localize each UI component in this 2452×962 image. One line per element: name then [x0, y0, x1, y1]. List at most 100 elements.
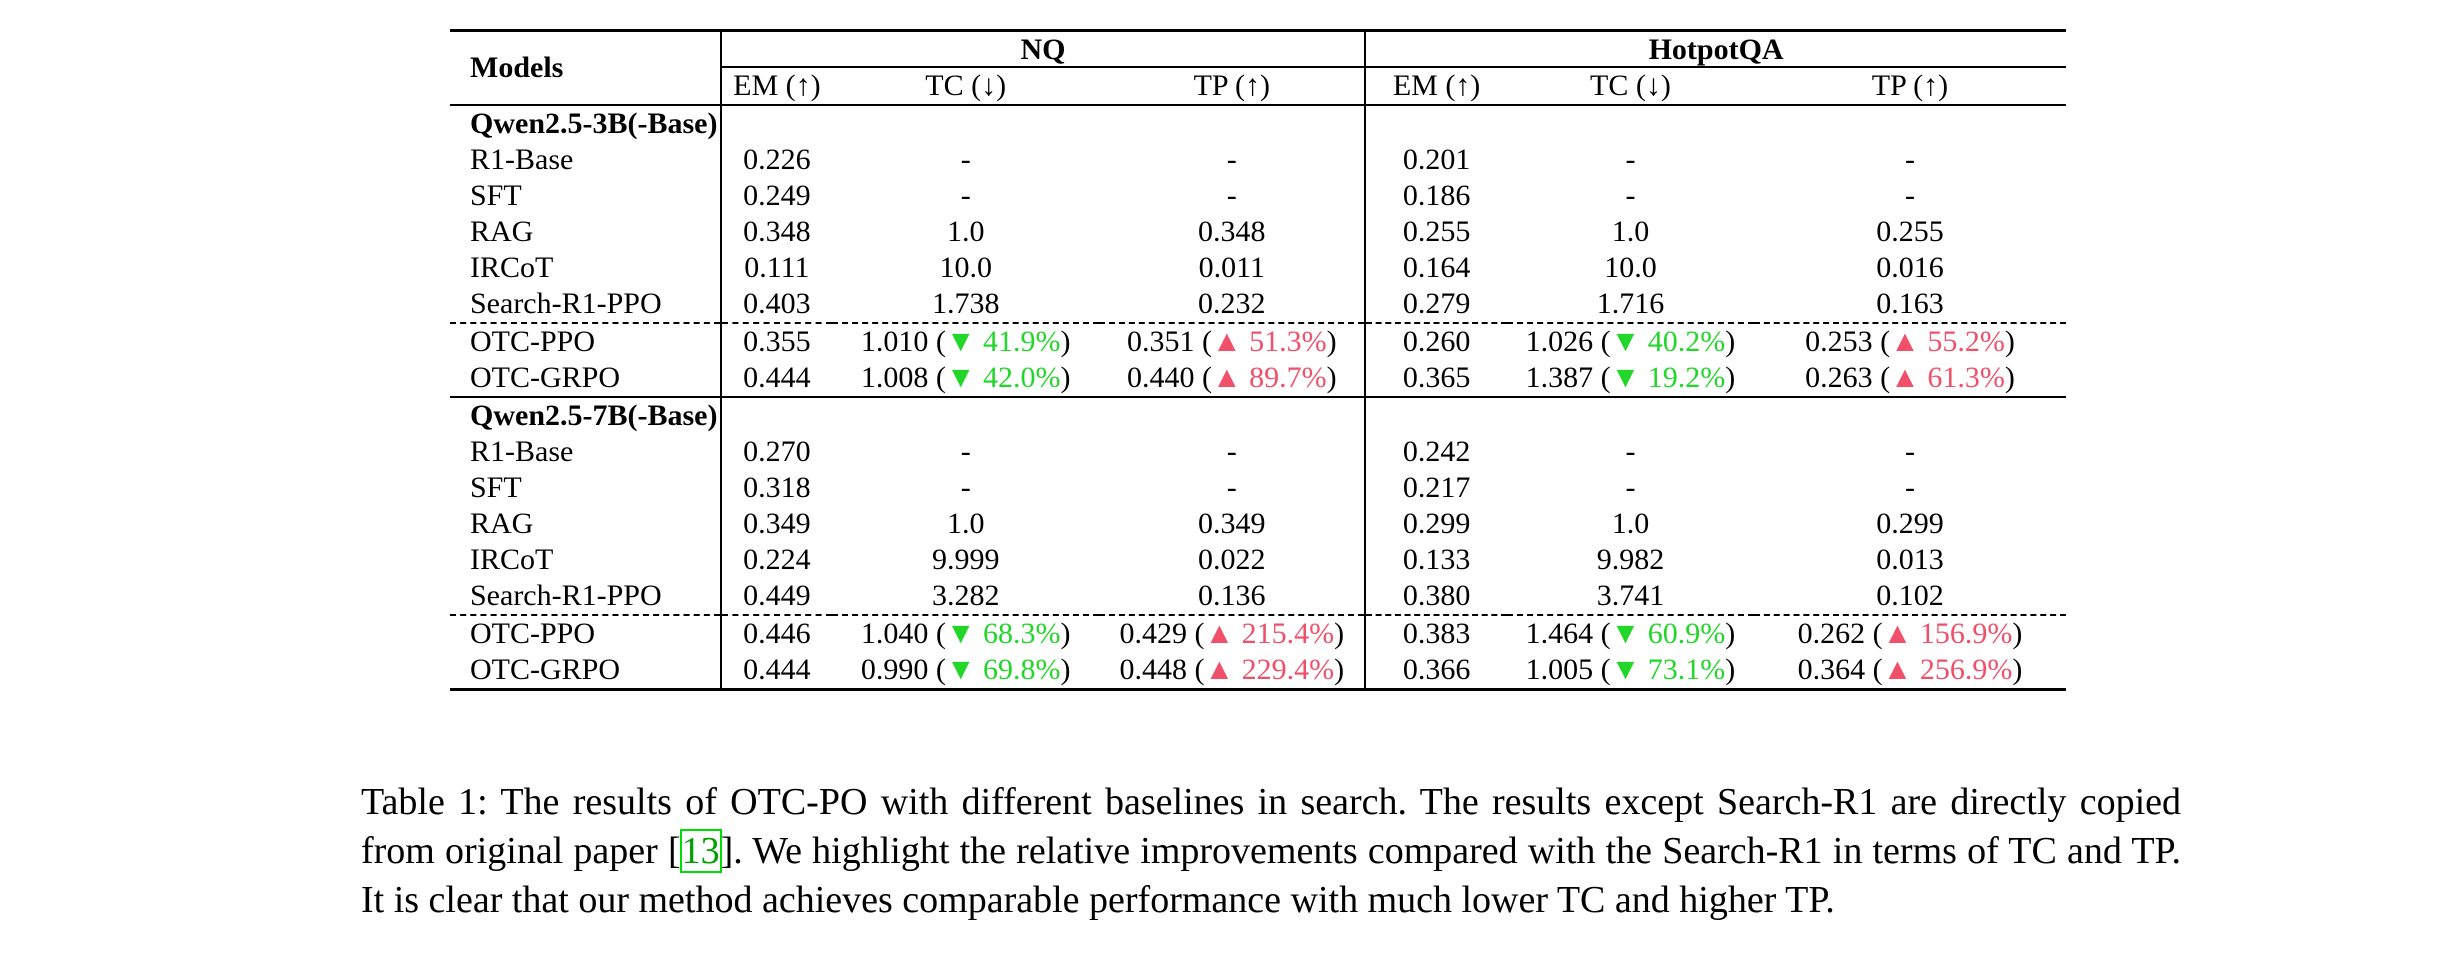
cell-tc-nq: 10.0 — [832, 250, 1099, 286]
cell-value: 0.201 — [1402, 143, 1471, 176]
increase-delta: ▲ 256.9% — [1882, 653, 2013, 686]
decrease-delta: ▼ 69.8% — [945, 653, 1061, 686]
cell-value: 9.982 — [1596, 543, 1665, 576]
cell-tc-nq: 1.738 — [832, 286, 1099, 323]
cell-tc-nq: 1.0 — [832, 214, 1099, 250]
cell-value: 0.279 — [1402, 287, 1471, 320]
cell-value: 1.464 — [1525, 617, 1594, 650]
cell-tp-nq: 0.349 — [1099, 506, 1367, 542]
empty-cell — [1507, 105, 1754, 142]
cell-value: 0.133 — [1402, 543, 1471, 576]
empty-cell — [721, 105, 832, 142]
cell-em-hotpotqa: 0.186 — [1365, 178, 1507, 214]
cell-em-nq: 0.349 — [721, 506, 832, 542]
cell-em-hotpotqa: 0.242 — [1365, 434, 1507, 470]
decrease-delta: ▼ 73.1% — [1610, 653, 1726, 686]
cell-em-hotpotqa: 0.217 — [1365, 470, 1507, 506]
metric-header-tp-hotpotqa: TP (↑) — [1871, 69, 1949, 102]
cell-tp-nq: 0.348 — [1099, 214, 1367, 250]
results-table: Models NQ HotpotQA EM (↑) TC (↓) TP (↑) … — [450, 29, 2066, 691]
empty-cell — [1099, 105, 1367, 142]
model-name: SFT — [450, 470, 722, 506]
cell-value: 0.249 — [743, 179, 811, 212]
cell-value: - — [960, 143, 971, 176]
cell-em-hotpotqa: 0.255 — [1365, 214, 1507, 250]
model-name: IRCoT — [450, 250, 722, 286]
empty-cell — [721, 397, 832, 434]
cell-tp-hotpotqa: 0.163 — [1754, 286, 2066, 323]
citation-link[interactable]: 13 — [679, 829, 722, 873]
metric-header-tp-nq: TP (↑) — [1099, 68, 1367, 105]
cell-tc-hotpotqa: 10.0 — [1507, 250, 1754, 286]
group-header-row: Models NQ HotpotQA — [450, 30, 2066, 105]
cell-tp-nq: - — [1099, 434, 1367, 470]
decrease-delta: ▼ 68.3% — [945, 617, 1061, 650]
cell-tc-hotpotqa: 1.387 (▼ 19.2%) — [1525, 361, 1736, 394]
decrease-delta: ▼ 19.2% — [1610, 361, 1726, 394]
cell-tc-nq: - — [832, 142, 1099, 178]
cell-tc-hotpotqa: 1.005 (▼ 73.1%) — [1525, 653, 1736, 686]
cell-tc-nq: 1.040 (▼ 68.3%) — [860, 617, 1071, 650]
cell-value: 1.387 — [1525, 361, 1594, 394]
cell-em-nq: 0.224 — [721, 542, 832, 578]
cell-tc-nq: 3.282 — [832, 578, 1099, 615]
cell-value: 0.255 — [1402, 215, 1471, 248]
cell-tp-hotpotqa: 0.102 — [1754, 578, 2066, 615]
cell-value: 0.022 — [1198, 543, 1266, 576]
table-row: RAG 0.349 1.0 0.349 0.299 1.0 0.299 — [450, 506, 2066, 542]
cell-tc-hotpotqa: 1.464 (▼ 60.9%) — [1525, 617, 1736, 650]
cell-tp-nq: 0.232 — [1099, 286, 1367, 323]
empty-cell — [1754, 105, 2066, 142]
cell-tp-hotpotqa: 0.013 — [1754, 542, 2066, 578]
table-row: Search-R1-PPO 0.449 3.282 0.136 0.380 3.741 0.… — [450, 578, 2066, 615]
cell-value: 0.136 — [1198, 579, 1266, 612]
cell-value: - — [1904, 143, 1915, 176]
cell-tc-nq: - — [832, 178, 1099, 214]
group-title-hotpotqa: HotpotQA — [1365, 30, 2066, 68]
table-row: OTC-PPO 0.355 1.010 (▼ 41.9%) 0.351 (▲ 51.3… — [450, 323, 2066, 360]
cell-value: 1.738 — [931, 287, 1000, 320]
cell-value: 0.448 — [1119, 653, 1187, 686]
cell-value: - — [1904, 179, 1915, 212]
cell-tc-hotpotqa: - — [1507, 434, 1754, 470]
cell-tp-nq: 0.022 — [1099, 542, 1367, 578]
cell-tp-nq: 0.136 — [1099, 578, 1367, 615]
cell-value: 0.186 — [1402, 179, 1471, 212]
cell-value: 0.444 — [743, 653, 811, 686]
model-name: SFT — [450, 178, 722, 214]
cell-tc-nq: 1.008 (▼ 42.0%) — [860, 361, 1071, 394]
cell-value: 0.016 — [1876, 251, 1944, 284]
cell-value: 0.348 — [743, 215, 811, 248]
cell-value: 0.351 — [1126, 325, 1195, 358]
cell-value: 0.299 — [1402, 507, 1471, 540]
cell-value: 10.0 — [1604, 251, 1657, 284]
cell-value: - — [1226, 471, 1237, 504]
results-table-body: Models NQ HotpotQA EM (↑) TC (↓) TP (↑) … — [450, 30, 2066, 690]
cell-value: 3.282 — [931, 579, 1000, 612]
metric-header-em-nq: EM (↑) — [733, 69, 821, 102]
increase-delta: ▲ 51.3% — [1211, 325, 1327, 358]
cell-tc-hotpotqa: 1.026 (▼ 40.2%) — [1525, 325, 1736, 358]
cell-value: 1.040 — [860, 617, 929, 650]
cell-value: 0.224 — [743, 543, 811, 576]
cell-tp-hotpotqa: 0.253 (▲ 55.2%) — [1805, 325, 2015, 358]
cell-value: 0.263 — [1805, 361, 1873, 394]
cell-value: 1.0 — [946, 215, 985, 248]
model-name: R1-Base — [450, 434, 722, 470]
increase-delta: ▲ 55.2% — [1890, 325, 2005, 358]
cell-value: 0.429 — [1119, 617, 1187, 650]
increase-delta: ▲ 229.4% — [1204, 653, 1335, 686]
table-row: OTC-GRPO 0.444 1.008 (▼ 42.0%) 0.440 (▲ 89.… — [450, 360, 2066, 397]
cell-value: 1.0 — [1611, 507, 1650, 540]
cell-value: 0.990 — [860, 653, 929, 686]
cell-value: 0.253 — [1805, 325, 1873, 358]
decrease-delta: ▼ 40.2% — [1610, 325, 1726, 358]
table-row: SFT 0.318 - - 0.217 - - — [450, 470, 2066, 506]
cell-em-nq: 0.403 — [721, 286, 832, 323]
cell-value: 1.0 — [946, 507, 985, 540]
table-row: OTC-PPO 0.446 1.040 (▼ 68.3%) 0.429 (▲ 215.… — [450, 615, 2066, 652]
empty-cell — [1365, 397, 1507, 434]
empty-cell — [1754, 397, 2066, 434]
cell-tp-nq: - — [1099, 178, 1367, 214]
cell-em-nq: 0.444 — [721, 360, 832, 397]
